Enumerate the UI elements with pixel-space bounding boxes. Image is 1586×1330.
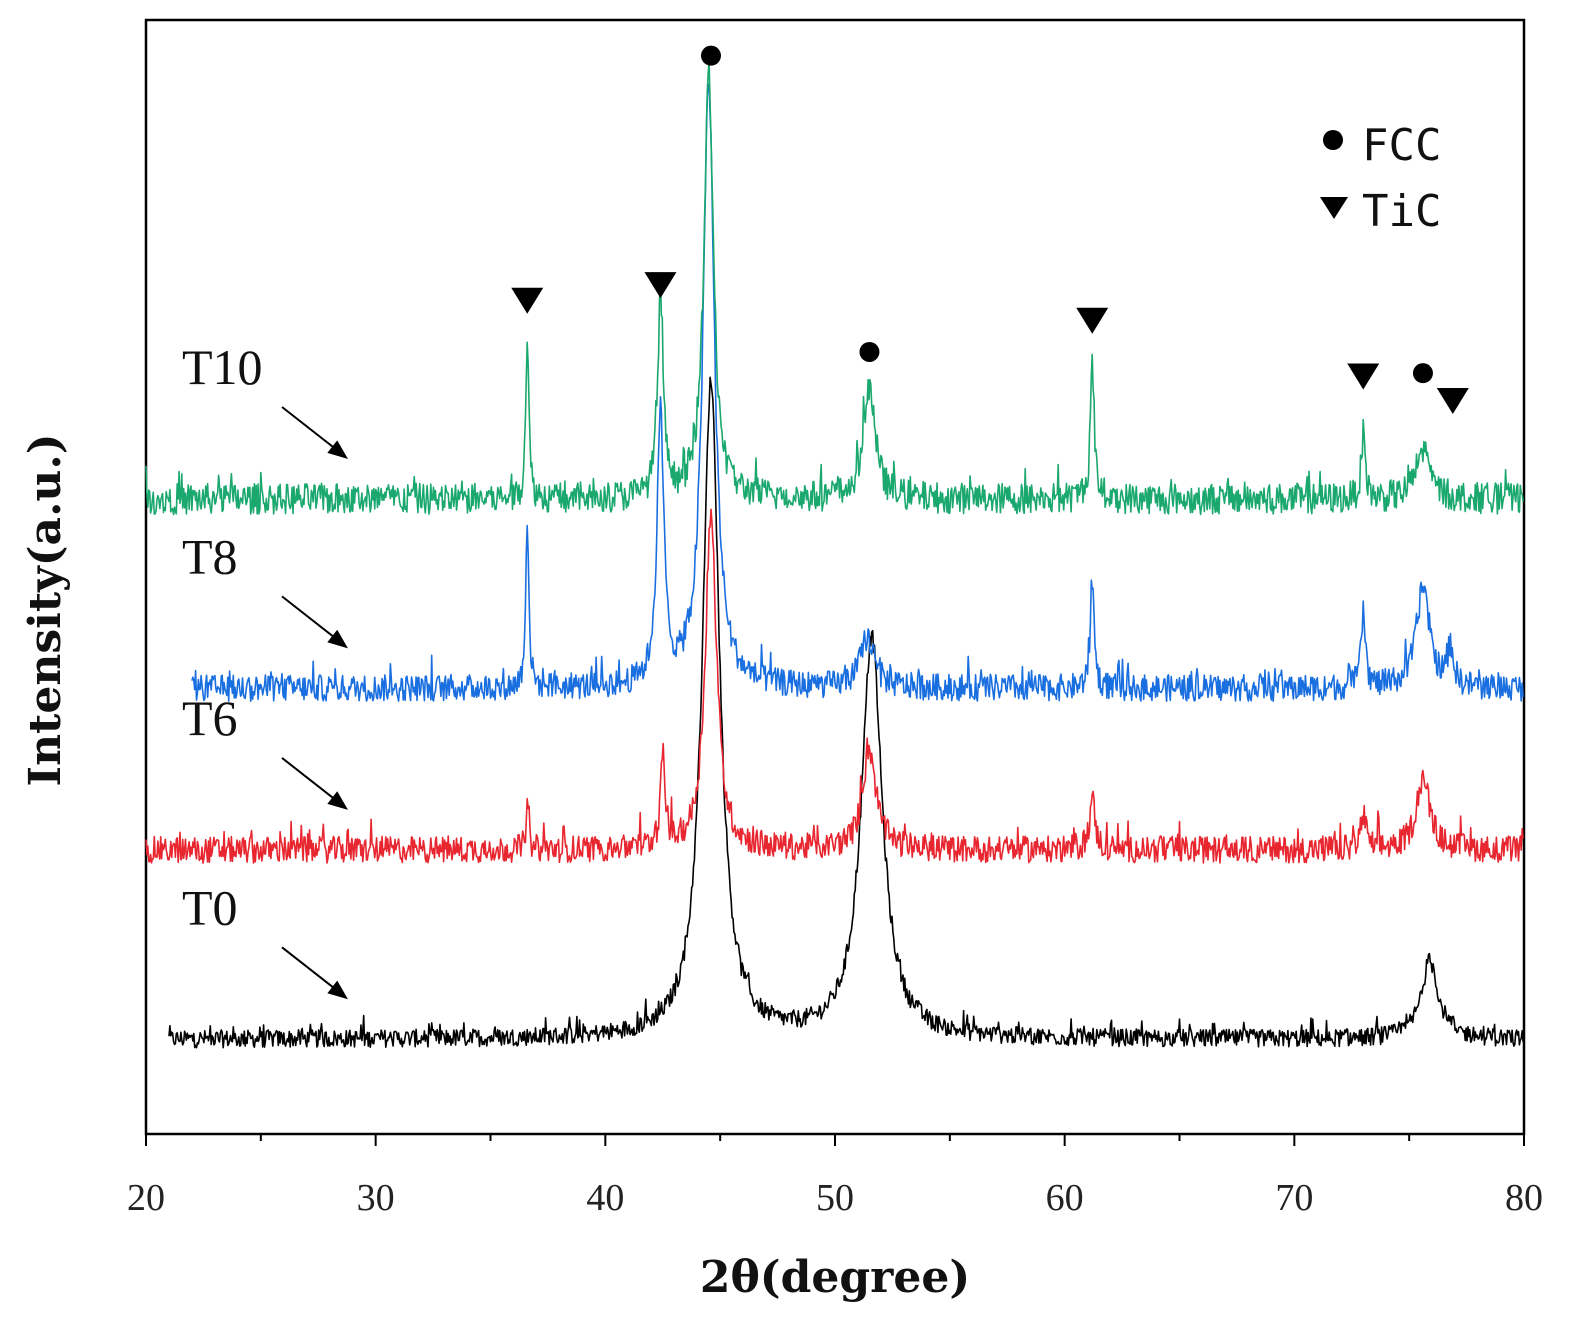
- sample-arrowhead-t6: [327, 791, 348, 810]
- sample-arrowhead-t10: [327, 440, 348, 460]
- legend-fcc-label: FCC: [1362, 120, 1441, 171]
- legend: FCC TiC: [1320, 120, 1441, 237]
- sample-label-t10: T10: [182, 339, 263, 395]
- sample-arrow-t6: [281, 757, 343, 806]
- legend-tic-marker: [1320, 197, 1348, 219]
- fcc-peak-marker: [1412, 363, 1433, 384]
- tic-peak-marker: [511, 287, 544, 314]
- x-tick-label: 30: [357, 1177, 395, 1219]
- x-tick-label: 70: [1275, 1177, 1313, 1219]
- sample-arrow-t8: [281, 595, 343, 645]
- x-tick-label: 40: [586, 1177, 624, 1219]
- fcc-peak-marker: [700, 45, 721, 66]
- x-tick-label: 20: [127, 1177, 165, 1219]
- sample-arrow-t10: [281, 406, 343, 455]
- sample-arrowhead-t8: [327, 629, 348, 649]
- phase-marker-layer: [511, 45, 1469, 414]
- sample-labels: T10 T8 T6 T0: [182, 339, 348, 1000]
- fcc-peak-marker: [859, 341, 880, 362]
- sample-label-t6: T6: [182, 690, 238, 746]
- sample-label-t0: T0: [182, 879, 238, 935]
- series-t0-line: [168, 376, 1524, 1049]
- x-axis-title: 2θ(degree): [700, 1252, 970, 1303]
- series-t10-line: [145, 60, 1524, 516]
- tic-peak-marker: [644, 272, 677, 299]
- sample-arrow-t0: [281, 946, 343, 996]
- legend-fcc-marker: [1323, 130, 1343, 150]
- sample-label-t8: T8: [182, 528, 238, 584]
- tic-peak-marker: [1436, 387, 1469, 414]
- sample-arrowhead-t0: [327, 980, 348, 1000]
- legend-tic-label: TiC: [1362, 186, 1441, 237]
- y-axis-title: Intensity(a.u.): [20, 433, 71, 786]
- x-axis-ticks: 20 30 40 50 60 70 80: [127, 1134, 1543, 1219]
- x-tick-label: 60: [1046, 1177, 1084, 1219]
- series-t6-line: [145, 508, 1524, 864]
- x-tick-label: 50: [816, 1177, 854, 1219]
- series-t8-line: [191, 83, 1524, 703]
- plot-frame: [144, 18, 1526, 1136]
- tic-peak-marker: [1076, 307, 1109, 334]
- series-layer: [145, 60, 1524, 1049]
- tic-peak-marker: [1347, 363, 1380, 390]
- x-tick-label: 80: [1505, 1177, 1543, 1219]
